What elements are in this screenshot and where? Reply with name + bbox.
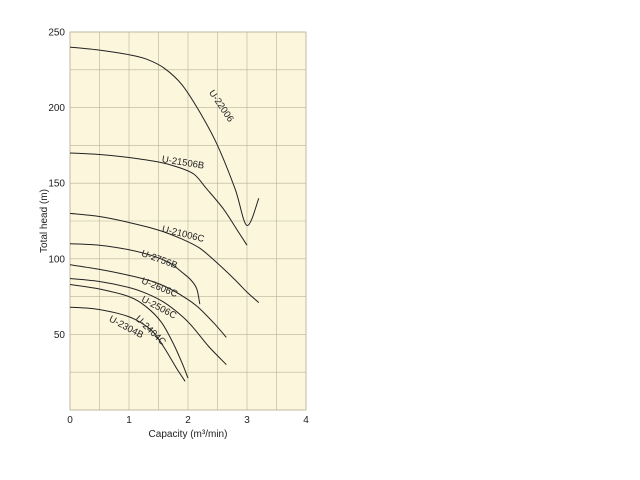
curve-u-2404c: [69, 284, 189, 379]
x-tick-label: 4: [303, 415, 309, 426]
x-tick-label: 0: [67, 415, 73, 426]
plot-frame: [69, 31, 307, 411]
x-tick-label: 1: [126, 415, 132, 426]
y-tick-label: 150: [48, 179, 65, 190]
curve-u-2606c: [69, 264, 227, 338]
y-axis-label: Total head (m): [39, 189, 50, 253]
x-ticks: 0 1 2 3 4: [67, 415, 309, 426]
curve-u-21506b: [69, 152, 248, 246]
grid: [69, 31, 307, 411]
y-tick-label: 200: [48, 103, 65, 114]
curve-u-2506c: [69, 278, 227, 365]
curve-u-22006: [69, 46, 260, 227]
y-tick-label: 100: [48, 254, 65, 265]
y-ticks: 50 100 150 200 250: [48, 28, 65, 341]
curve-u-2304b: [69, 306, 186, 382]
curve-u-21006c: [69, 212, 260, 303]
y-tick-label: 250: [48, 28, 65, 39]
x-axis-label: Capacity (m³/min): [149, 429, 228, 440]
curve-u-2756b: [69, 243, 201, 305]
x-tick-label: 2: [185, 415, 191, 426]
curves: [69, 46, 260, 382]
y-tick-label: 50: [54, 330, 66, 341]
x-tick-label: 3: [244, 415, 250, 426]
